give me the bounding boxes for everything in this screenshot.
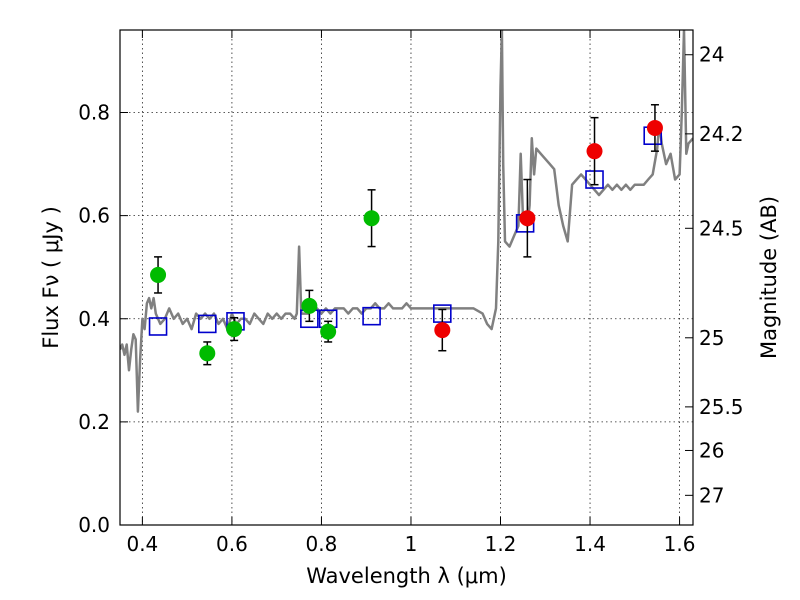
photometry-point (150, 266, 167, 283)
plot-frame (119, 29, 694, 526)
photometry-point (363, 210, 380, 227)
y-tick-label: 0.2 (78, 410, 110, 434)
photometry-point (519, 210, 536, 227)
mag-tick-label: 27 (699, 483, 724, 507)
axis-ticks: 0.4 0.6 0.8 1 1.2 1.4 1.6 0.0 0.2 0.4 0.6 0.8 24 24.2… (78, 30, 744, 556)
y-tick-label: 0.4 (78, 307, 110, 331)
model-photometry-square (362, 306, 381, 326)
mag-tick-label: 24.5 (699, 216, 744, 240)
x-tick-label: 0.4 (126, 532, 158, 556)
plot-area (120, 30, 693, 413)
x-tick-label: 1.2 (485, 532, 517, 556)
x-axis-title: Wavelength λ (μm) (306, 564, 507, 588)
photometry-point (301, 297, 318, 314)
x-tick-label: 1.6 (664, 532, 696, 556)
mag-tick-label: 26 (699, 438, 724, 462)
photometry-point (320, 323, 337, 340)
mag-tick-label: 25.5 (699, 395, 744, 419)
x-tick-label: 0.8 (306, 532, 338, 556)
y-tick-label: 0.6 (78, 204, 110, 228)
photometry-point (434, 322, 451, 339)
x-tick-label: 0.6 (216, 532, 248, 556)
model-photometry-square (148, 317, 168, 336)
y-tick-label: 0.0 (78, 513, 110, 537)
y-axis-right-title: Magnitude (AB) (757, 196, 781, 359)
photometry-point (226, 321, 243, 338)
x-tick-label: 1.4 (574, 532, 606, 556)
photometry-point (586, 143, 603, 160)
photometry-point (199, 345, 216, 362)
mag-tick-label: 24.2 (699, 122, 744, 146)
mag-tick-label: 24 (699, 43, 724, 67)
x-tick-label: 1 (405, 532, 418, 556)
mag-tick-label: 25 (699, 326, 724, 350)
spectrum-line (120, 30, 693, 413)
y-tick-label: 0.8 (78, 101, 110, 125)
y-axis-title: Flux Fν ( μJy ) (39, 206, 63, 349)
model-photometry-square (197, 314, 217, 334)
grid-lines (120, 30, 693, 525)
photometry-point (646, 119, 663, 136)
markers (148, 104, 663, 366)
